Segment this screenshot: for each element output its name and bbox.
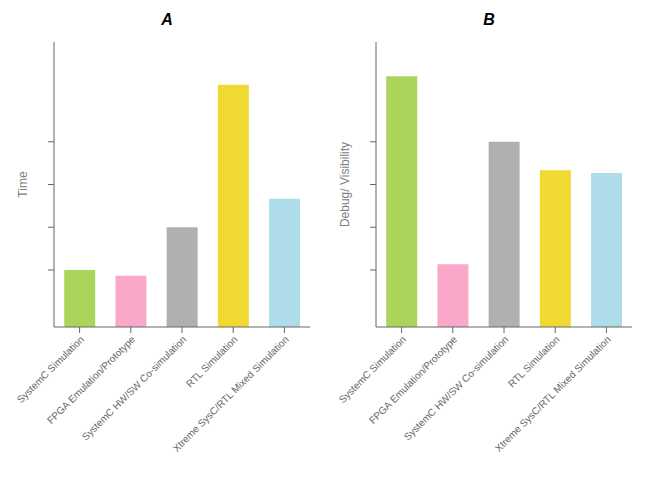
svg-text:SystemC HW/SW Co-simulation: SystemC HW/SW Co-simulation [80,334,189,443]
svg-text:FPGA Emulation/Prototype: FPGA Emulation/Prototype [45,333,138,426]
svg-text:Debug/ Visibility: Debug/ Visibility [338,142,352,227]
svg-text:SystemC HW/SW Co-simulation: SystemC HW/SW Co-simulation [402,334,511,443]
svg-text:SystemC Simulation: SystemC Simulation [14,333,86,406]
svg-text:RTL Simulation: RTL Simulation [506,334,562,390]
html-text:A: A [161,11,173,28]
svg-text:Xtreme SysC/RTL Mixed Simulati: Xtreme SysC/RTL Mixed Simulation [171,334,291,454]
svg-text:RTL Simulation: RTL Simulation [184,334,240,390]
svg-text:Time: Time [16,171,30,198]
svg-text:Xtreme SysC/RTL Mixed Simulati: Xtreme SysC/RTL Mixed Simulation [493,334,613,454]
svg-text:SystemC Simulation: SystemC Simulation [336,333,408,406]
html-text:B: B [483,11,495,28]
svg-text:FPGA Emulation/Prototype: FPGA Emulation/Prototype [367,333,460,426]
